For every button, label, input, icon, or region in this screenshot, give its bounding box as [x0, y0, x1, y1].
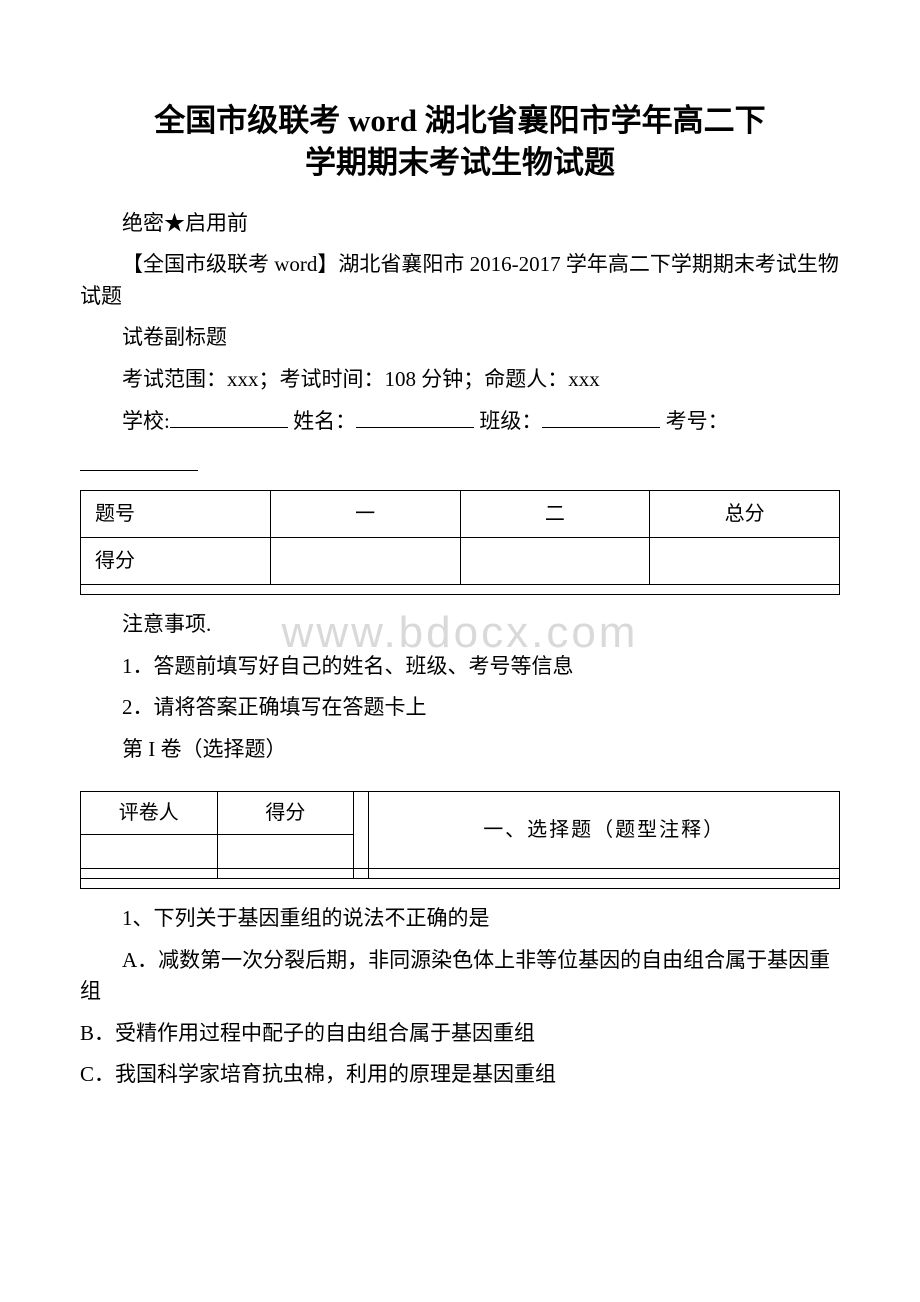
section-cell [217, 835, 354, 869]
score-row2-label: 得分 [81, 538, 271, 585]
secrecy-label: 绝密★启用前 [80, 208, 840, 240]
name-blank [356, 405, 474, 428]
section-cell [81, 835, 218, 869]
table-row [81, 585, 840, 595]
score-table: 题号 一 二 总分 得分 [80, 490, 840, 595]
section-col1: 评卷人 [81, 792, 218, 835]
school-blank [170, 405, 288, 428]
title-line-2: 学期期末考试生物试题 [305, 145, 615, 180]
title-line-1: 全国市级联考 word 湖北省襄阳市学年高二下 [154, 103, 765, 138]
subtitle: 试卷副标题 [80, 322, 840, 354]
section-cell [217, 869, 354, 879]
class-blank [542, 405, 660, 428]
number-label: 考号： [666, 409, 729, 433]
section-col2: 得分 [217, 792, 354, 835]
table-row [81, 879, 840, 889]
notice-title: 注意事项. [80, 609, 840, 641]
section-table: 评卷人 得分 一、选择题（题型注释） [80, 791, 840, 889]
score-cell [270, 538, 460, 585]
score-cell [81, 585, 840, 595]
student-info-line: 学校: 姓名： 班级： 考号： [80, 405, 840, 438]
table-row: 得分 [81, 538, 840, 585]
section-cell [369, 869, 840, 879]
class-label: 班级： [479, 409, 542, 433]
notice-item-2: 2．请将答案正确填写在答题卡上 [80, 692, 840, 724]
full-title: 【全国市级联考 word】湖北省襄阳市 2016-2017 学年高二下学期期末考… [80, 249, 840, 312]
score-header-3: 总分 [650, 491, 840, 538]
q1-option-b: B．受精作用过程中配子的自由组合属于基因重组 [80, 1018, 840, 1050]
table-row: 题号 一 二 总分 [81, 491, 840, 538]
table-row: 评卷人 得分 一、选择题（题型注释） [81, 792, 840, 835]
q1-option-a: A．减数第一次分裂后期，非同源染色体上非等位基因的自由组合属于基因重组 [80, 945, 840, 1008]
document-title: 全国市级联考 word 湖北省襄阳市学年高二下 学期期末考试生物试题 [80, 100, 840, 184]
number-blank-line [80, 448, 840, 481]
score-header-1: 一 [270, 491, 460, 538]
section-cell [81, 869, 218, 879]
q1-stem: 1、下列关于基因重组的说法不正确的是 [80, 903, 840, 935]
score-header-0: 题号 [81, 491, 271, 538]
notice-item-1: 1．答题前填写好自己的姓名、班级、考号等信息 [80, 651, 840, 683]
school-label: 学校: [122, 409, 170, 433]
exam-info: 考试范围：xxx；考试时间：108 分钟；命题人：xxx [80, 364, 840, 396]
number-blank [80, 448, 198, 471]
score-cell [650, 538, 840, 585]
section-cell [354, 869, 369, 879]
score-cell [460, 538, 650, 585]
section-gap [354, 792, 369, 869]
q1-option-c: C．我国科学家培育抗虫棉，利用的原理是基因重组 [80, 1059, 840, 1091]
score-header-2: 二 [460, 491, 650, 538]
table-row [81, 869, 840, 879]
part1-label: 第 I 卷（选择题） [80, 734, 840, 766]
section-cell [81, 879, 840, 889]
name-label: 姓名： [293, 409, 356, 433]
section-right-label: 一、选择题（题型注释） [369, 792, 840, 869]
